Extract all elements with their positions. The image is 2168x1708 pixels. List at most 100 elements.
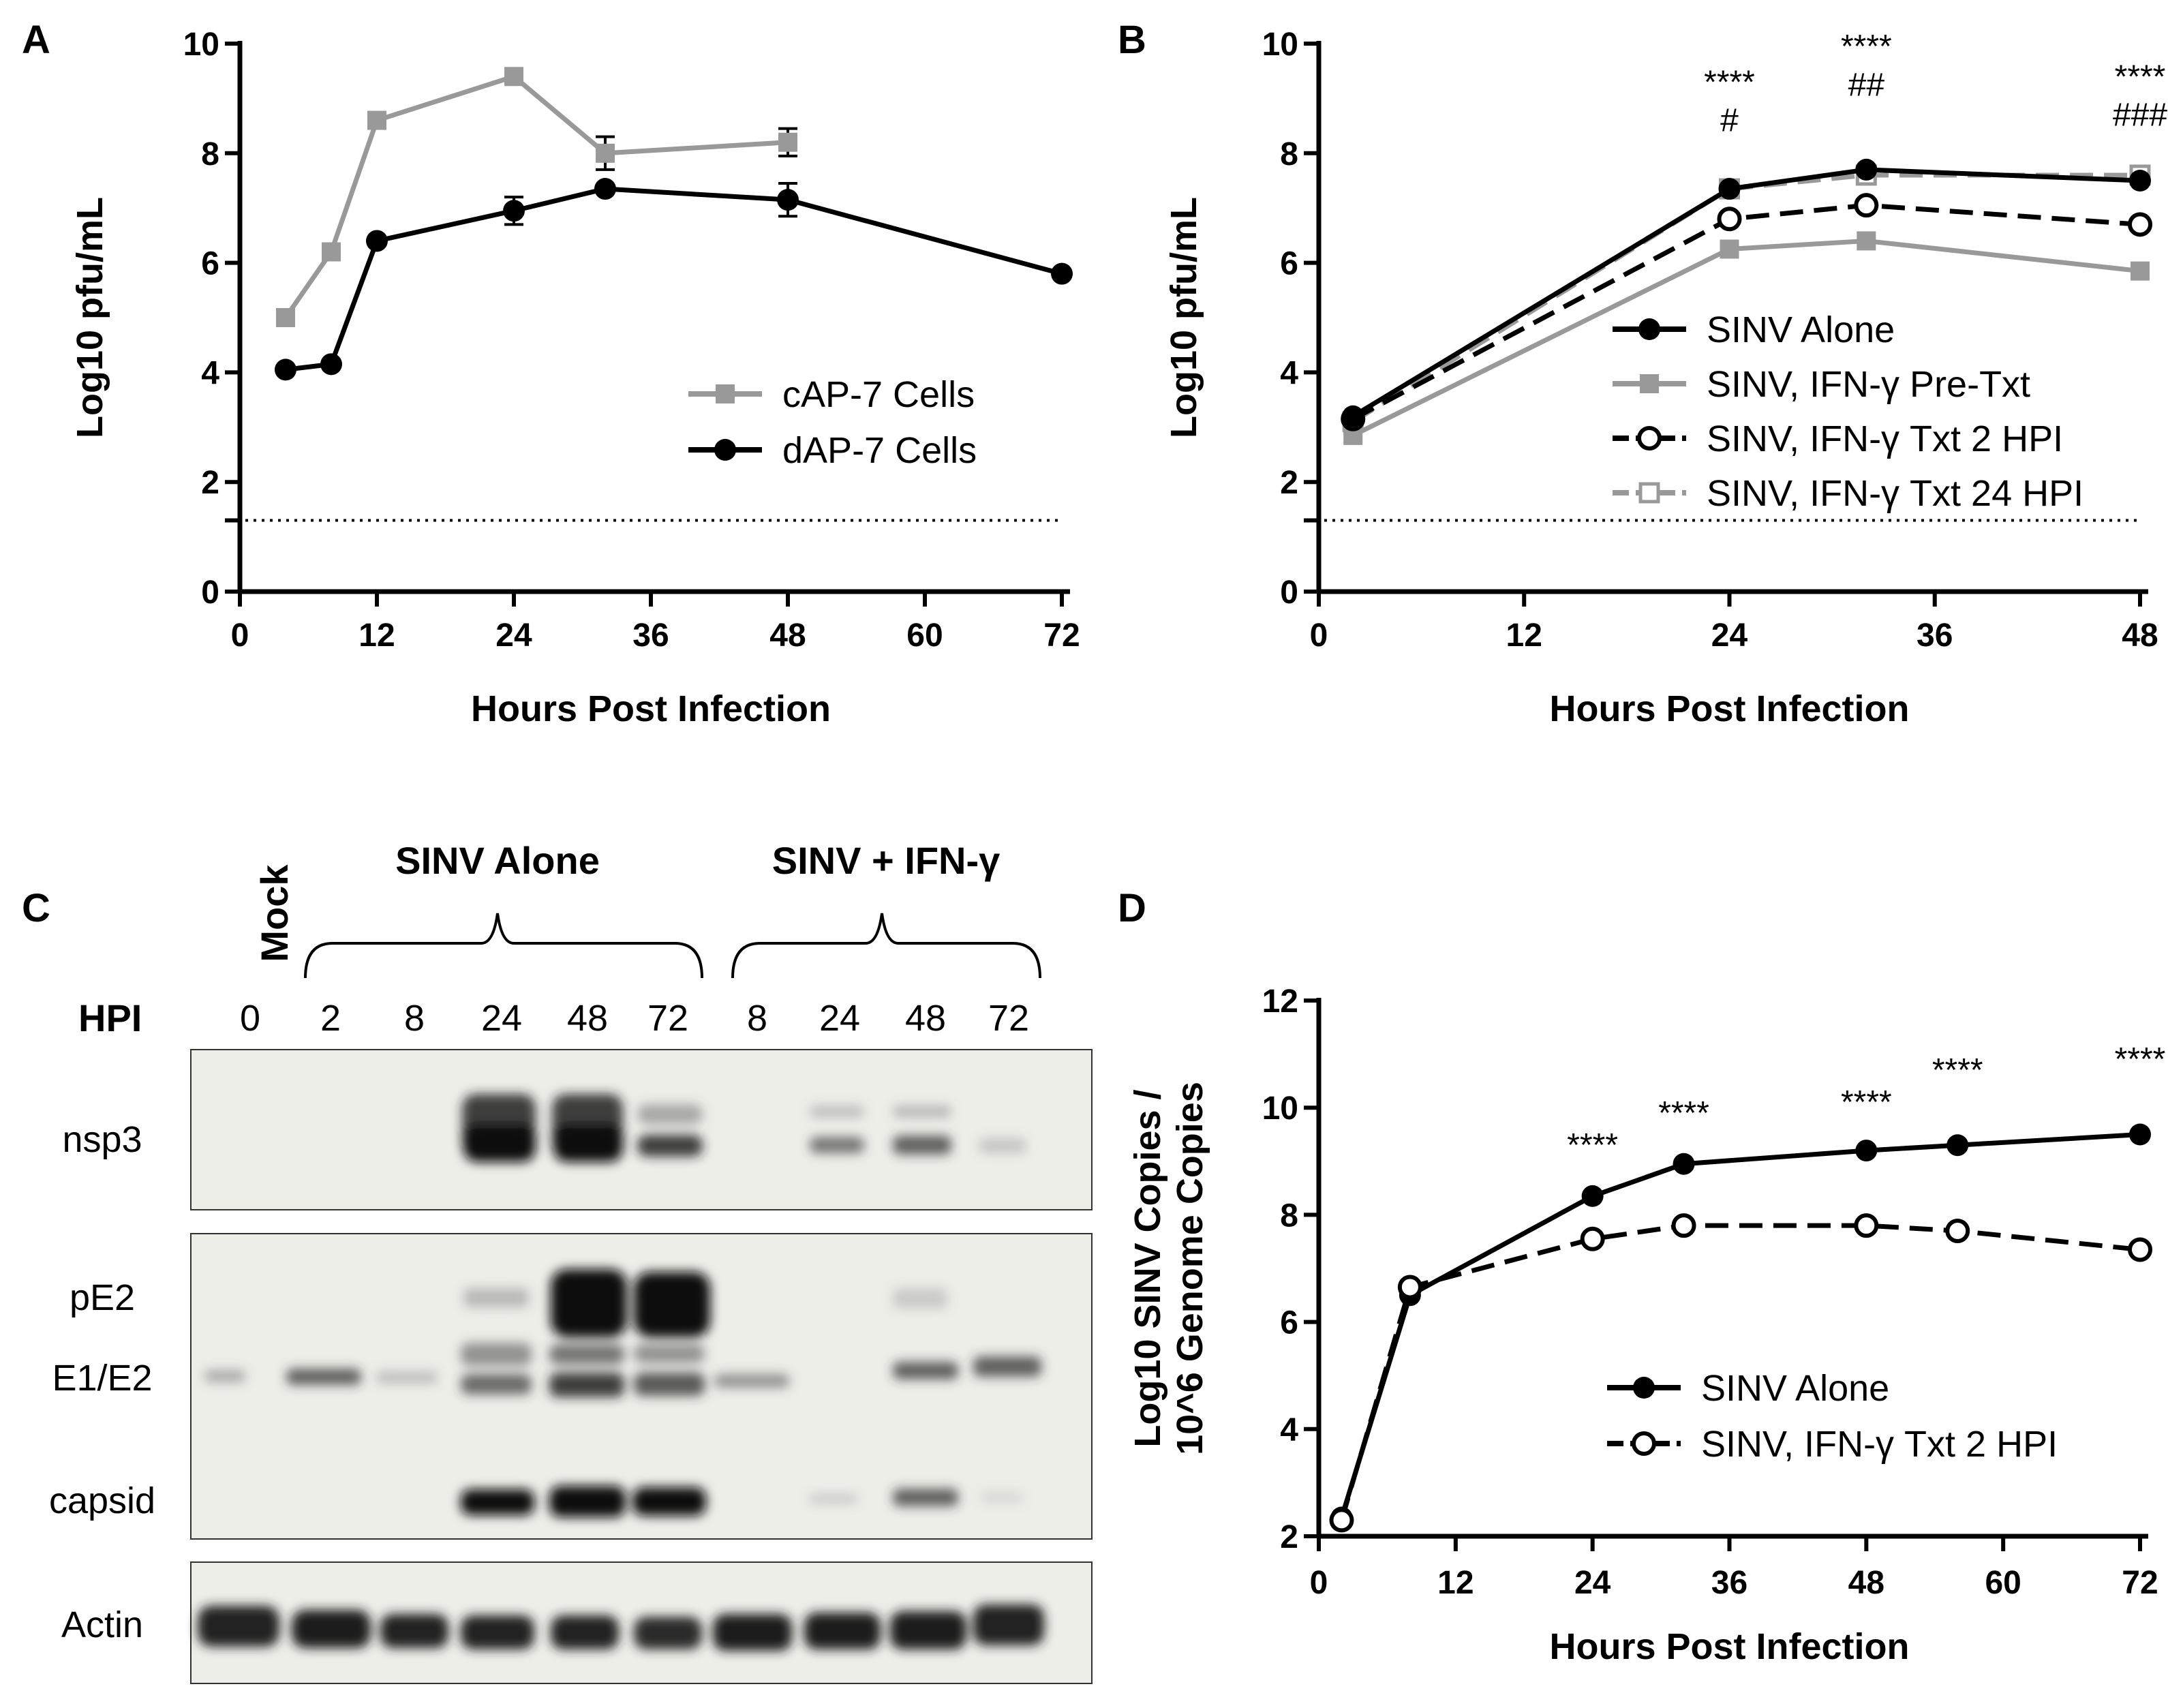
y-axis-title: Log10 SINV Copies /10^6 Genome Copies	[1127, 1082, 1210, 1455]
significance-annotation: ##	[1848, 67, 1885, 103]
x-tick-label: 48	[2122, 617, 2158, 654]
significance-annotation: ###	[2113, 97, 2167, 134]
significance-annotation: ****	[1841, 1084, 1892, 1120]
blot-group-sinv-ifn: SINV + IFN-γ	[772, 839, 1001, 882]
y-axis-title: Log10 pfu/mL	[70, 197, 110, 438]
legend-entry: dAP-7 Cells	[688, 430, 977, 471]
western-blot-panel: Mock SINV Alone SINV + IFN-γ HPI 0 2 8 2…	[49, 839, 1093, 1684]
legend-label: SINV, IFN-γ Txt 2 HPI	[1701, 1424, 2058, 1465]
y-tick-label: 0	[1280, 575, 1298, 611]
y-tick-label: 8	[1280, 1198, 1298, 1234]
series-line	[1352, 167, 2141, 418]
blot-row-nsp3: nsp3	[62, 1119, 142, 1160]
y-tick-label: 2	[1280, 465, 1298, 501]
legend-label: SINV, IFN-γ Txt 24 HPI	[1707, 473, 2083, 514]
x-tick-label: 24	[1711, 617, 1748, 654]
significance-annotation: ****	[1932, 1052, 1983, 1088]
x-axis-title: Hours Post Infection	[1549, 1626, 1909, 1667]
blot-row-capsid: capsid	[49, 1480, 155, 1521]
y-tick-label: 6	[1280, 246, 1298, 282]
lane-label: 48	[567, 998, 608, 1039]
data-point	[2129, 170, 2151, 192]
data-point	[1855, 1140, 1878, 1162]
data-point	[1673, 1153, 1695, 1175]
data-point	[777, 189, 799, 211]
legend-entry: SINV, IFN-γ Pre-Txt	[1613, 364, 2030, 405]
legend-entry: SINV Alone	[1607, 1368, 1889, 1409]
panel-label-d: D	[1118, 886, 1146, 930]
y-tick-label: 6	[1280, 1305, 1298, 1341]
data-point	[503, 200, 525, 222]
legend-label: SINV Alone	[1707, 309, 1895, 350]
lane-label: 72	[988, 998, 1029, 1039]
actin-bands	[198, 1604, 1044, 1651]
x-tick-label: 24	[495, 617, 532, 654]
legend-entry: SINV, IFN-γ Txt 2 HPI	[1613, 418, 2063, 459]
significance-annotation: ****	[2115, 1041, 2166, 1078]
x-tick-label: 48	[769, 617, 806, 654]
lane-label: 72	[647, 998, 688, 1039]
significance-annotation: ****	[1658, 1095, 1709, 1131]
data-point	[366, 230, 388, 252]
legend-label: SINV, IFN-γ Pre-Txt	[1707, 364, 2030, 405]
series-line	[1352, 238, 2141, 438]
legend-entry: cAP-7 Cells	[688, 374, 975, 415]
blot-hpi-label: HPI	[78, 996, 142, 1039]
nsp3-bands	[462, 1094, 1026, 1162]
legend-marker	[716, 384, 735, 403]
series-SINV, IFN-γ Pre-Txt	[1343, 231, 2150, 445]
y-tick-label: 6	[201, 246, 219, 282]
x-tick-label: 36	[1711, 1565, 1747, 1601]
data-point	[367, 110, 386, 130]
data-point	[1580, 1226, 1605, 1251]
x-tick-label: 36	[1917, 617, 1953, 654]
legend-marker	[714, 439, 736, 461]
x-tick-label: 60	[1985, 1565, 2021, 1601]
legend-entry: SINV, IFN-γ Txt 24 HPI	[1613, 473, 2083, 514]
significance-annotation: ****	[1704, 64, 1755, 100]
data-point	[1397, 1275, 1422, 1300]
x-tick-label: 48	[1848, 1565, 1884, 1601]
y-tick-label: 10	[1262, 1091, 1298, 1127]
data-point	[1717, 207, 1742, 232]
y-tick-label: 10	[1262, 27, 1298, 63]
significance-annotation: #	[1720, 103, 1739, 139]
significance-annotation: ****	[1841, 29, 1892, 65]
data-point	[778, 132, 797, 152]
blot-row-pe2: pE2	[70, 1277, 135, 1318]
x-tick-label: 72	[2122, 1565, 2158, 1601]
data-point	[322, 242, 341, 262]
brace-sinv-ifn	[731, 913, 1041, 979]
data-point	[1581, 1185, 1604, 1207]
x-tick-label: 36	[632, 617, 669, 654]
panel-label-b: B	[1118, 18, 1146, 62]
y-tick-label: 10	[183, 27, 219, 63]
blot-group-sinv-alone: SINV Alone	[395, 839, 600, 882]
series-dAP-7 Cells	[275, 178, 1073, 381]
y-tick-label: 0	[201, 575, 219, 611]
legend-entry: SINV Alone	[1613, 309, 1895, 350]
e2-capsid-bands	[204, 1269, 1041, 1517]
y-axis-title: Log10 pfu/mL	[1163, 197, 1204, 438]
lane-label: 48	[905, 998, 946, 1039]
significance-annotation: ****	[2115, 59, 2166, 95]
x-axis-title: Hours Post Infection	[1549, 688, 1909, 729]
x-tick-label: 12	[1437, 1565, 1474, 1601]
data-point	[504, 67, 523, 87]
panel-label-c: C	[22, 886, 50, 930]
y-axis-title-line: Log10 SINV Copies /	[1127, 1089, 1168, 1447]
y-tick-label: 12	[1262, 983, 1298, 1020]
series-line	[284, 74, 789, 319]
y-tick-label: 2	[1280, 1519, 1298, 1555]
legend-label: SINV, IFN-γ Txt 2 HPI	[1707, 418, 2063, 459]
data-point	[2131, 261, 2150, 281]
series-line	[285, 186, 1063, 372]
legend-marker	[1640, 374, 1659, 393]
data-point	[1854, 1213, 1879, 1238]
blot-membrane-nsp3	[190, 1049, 1093, 1210]
series-SINV Alone	[1330, 1123, 2151, 1529]
